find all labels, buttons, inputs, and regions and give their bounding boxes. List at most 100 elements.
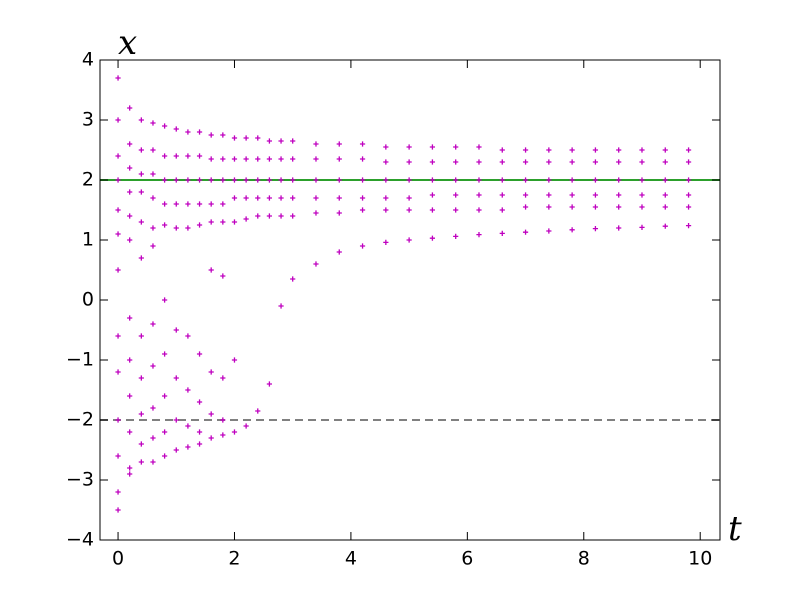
point [138, 117, 144, 123]
point [173, 126, 179, 132]
point [359, 156, 366, 162]
point [616, 225, 622, 231]
point [266, 195, 273, 201]
point [243, 177, 249, 183]
point [173, 153, 179, 159]
point [196, 441, 203, 447]
y-axis-label: x [118, 23, 137, 63]
point [115, 333, 121, 339]
point [138, 411, 144, 417]
point [162, 153, 168, 159]
point [313, 156, 319, 162]
point [208, 411, 214, 417]
point [406, 237, 412, 243]
point [266, 156, 273, 162]
point [231, 357, 238, 363]
point [162, 201, 168, 207]
point [313, 141, 319, 147]
point [196, 222, 203, 228]
y-tick-label: 2 [82, 169, 94, 191]
point [359, 243, 366, 249]
point [150, 147, 156, 153]
point [150, 171, 156, 177]
point [499, 147, 505, 153]
point [138, 219, 144, 225]
point [150, 363, 156, 369]
point [115, 267, 121, 273]
point [546, 228, 552, 234]
point [499, 207, 505, 213]
point [499, 192, 505, 198]
point [453, 144, 459, 150]
point [138, 189, 144, 195]
point [429, 207, 436, 213]
point [662, 177, 668, 183]
point [208, 219, 214, 225]
point [150, 321, 156, 327]
point [359, 207, 366, 213]
point [220, 375, 226, 381]
point [150, 120, 156, 126]
point [592, 226, 599, 232]
point [662, 159, 668, 165]
point [185, 444, 191, 450]
point [127, 471, 133, 477]
point [196, 177, 203, 183]
point [662, 204, 668, 210]
point [196, 153, 203, 159]
point [173, 417, 179, 423]
point [639, 177, 645, 183]
point [255, 213, 261, 219]
x-tick-label: 6 [461, 548, 473, 570]
point [476, 207, 482, 213]
point [127, 237, 133, 243]
point [429, 235, 436, 241]
point [616, 192, 622, 198]
point [138, 441, 144, 447]
point [383, 177, 389, 183]
point [592, 147, 599, 153]
point [476, 177, 482, 183]
point [546, 204, 552, 210]
point [685, 147, 692, 153]
point [616, 159, 622, 165]
point [685, 192, 692, 198]
point [546, 177, 552, 183]
point [278, 303, 284, 309]
point [162, 297, 168, 303]
point [255, 135, 261, 141]
point [243, 195, 249, 201]
point [616, 147, 622, 153]
x-tick-label: 0 [112, 548, 124, 570]
point [138, 333, 144, 339]
point [313, 210, 319, 216]
point [255, 408, 261, 414]
point [185, 201, 191, 207]
point [278, 138, 284, 144]
point [231, 195, 238, 201]
point [313, 261, 319, 267]
point [406, 159, 412, 165]
point [127, 165, 133, 171]
y-tick-label: −2 [66, 409, 94, 431]
point [220, 156, 226, 162]
point [266, 138, 273, 144]
point [150, 243, 156, 249]
point [150, 195, 156, 201]
point [185, 153, 191, 159]
point [185, 423, 191, 429]
point [336, 210, 342, 216]
y-tick-label: −4 [66, 529, 94, 551]
x-tick-label: 4 [345, 548, 357, 570]
point [313, 177, 319, 183]
point [569, 147, 575, 153]
point [231, 135, 238, 141]
point [173, 201, 179, 207]
point [383, 195, 389, 201]
point [383, 144, 389, 150]
point [243, 135, 249, 141]
point [546, 147, 552, 153]
point [255, 177, 261, 183]
point [115, 117, 121, 123]
point [138, 255, 144, 261]
